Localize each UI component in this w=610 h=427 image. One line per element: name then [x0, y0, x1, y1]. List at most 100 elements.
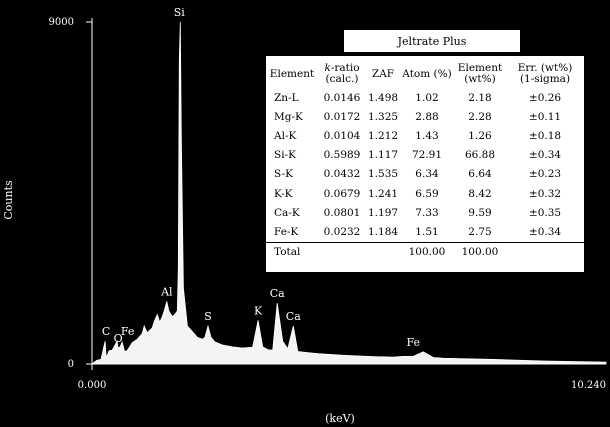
cell-zaf: 1.535 [368, 168, 399, 181]
header-element-wt-line2: (wt%) [464, 73, 496, 85]
cell-element: S-K [274, 168, 293, 181]
cell-error: ±0.26 [528, 91, 562, 104]
table-row: K-K 0.0679 1.241 6.59 8.42 ±0.32 [266, 184, 584, 203]
cell-error: ±0.23 [528, 168, 562, 181]
peak-label-c-0: C [102, 325, 110, 338]
header-atom: Atom (%) [402, 67, 452, 80]
cell-atom: 7.33 [415, 206, 439, 219]
cell-atom: 1.43 [415, 129, 439, 142]
header-k-ratio-symbol: k [324, 62, 331, 74]
cell-element: Zn-L [274, 91, 299, 104]
plot-area [86, 18, 607, 370]
header-zaf: ZAF [371, 67, 395, 80]
cell-total-atom: 100.00 [400, 241, 454, 262]
table-total-row: Total 100.00 100.00 [266, 241, 584, 262]
quantification-table: Element k-ratio (calc.) ZAF Atom (%) Ele… [266, 60, 584, 262]
cell-error: ±0.11 [528, 110, 562, 123]
cell-atom: 6.34 [415, 168, 439, 181]
cell-k-ratio: 0.0801 [323, 206, 361, 219]
peak-label-al-3: Al [160, 285, 173, 298]
cell-total-label: Total [266, 241, 318, 262]
table-row: Ca-K 0.0801 1.197 7.33 9.59 ±0.35 [266, 203, 584, 222]
cell-k-ratio: 0.0172 [323, 110, 361, 123]
header-error-line1: Err. (wt%) [517, 62, 573, 74]
cell-element: Si-K [274, 149, 296, 162]
peak-label-s-5: S [204, 310, 212, 323]
x-tick-label-max: 10.240 [571, 380, 606, 391]
cell-element-wt: 1.26 [468, 129, 492, 142]
cell-zaf: 1.241 [368, 187, 399, 200]
cell-k-ratio: 0.5989 [323, 149, 361, 162]
table-body: Zn-L 0.0146 1.498 1.02 2.18 ±0.26 Mg-K 0.0172 1.… [266, 88, 584, 262]
cell-zaf: 1.498 [368, 91, 399, 104]
peak-label-k-6: K [254, 304, 263, 317]
header-k-ratio: k-ratio (calc.) [318, 60, 366, 88]
cell-element: Al-K [274, 129, 297, 142]
y-axis-title: Counts [2, 180, 15, 220]
cell-empty [318, 241, 366, 262]
cell-zaf: 1.184 [368, 225, 399, 238]
x-tick-label-min: 0.000 [78, 380, 107, 391]
y-tick-label-max: 9000 [49, 17, 74, 28]
x-axis-title: (keV) [325, 412, 355, 425]
table-row: Mg-K 0.0172 1.325 2.88 2.28 ±0.11 [266, 107, 584, 126]
peak-label-ca-8: Ca [286, 310, 301, 323]
cell-atom: 6.59 [415, 187, 439, 200]
cell-element-wt: 66.88 [464, 149, 496, 162]
cell-zaf: 1.212 [368, 129, 399, 142]
cell-element-wt: 6.64 [468, 168, 492, 181]
cell-k-ratio: 0.0104 [323, 129, 361, 142]
cell-k-ratio: 0.0432 [323, 168, 361, 181]
table-header-row: Element k-ratio (calc.) ZAF Atom (%) Ele… [266, 60, 584, 88]
header-k-ratio-text: -ratio [330, 62, 360, 74]
cell-zaf: 1.117 [368, 149, 399, 162]
table-row: Si-K 0.5989 1.117 72.91 66.88 ±0.34 [266, 146, 584, 165]
header-error: Err. (wt%) (1-sigma) [506, 60, 584, 88]
peak-label-si-4: Si [174, 6, 186, 19]
header-error-line2: (1-sigma) [519, 73, 571, 85]
cell-error: ±0.34 [528, 225, 562, 238]
table-row: Fe-K 0.0232 1.184 1.51 2.75 ±0.34 [266, 222, 584, 242]
peak-label-fe-9: Fe [407, 336, 421, 349]
cell-total-wt: 100.00 [454, 241, 506, 262]
cell-element: Ca-K [274, 206, 300, 219]
cell-error: ±0.18 [528, 129, 562, 142]
cell-error: ±0.35 [528, 206, 562, 219]
cell-element-wt: 8.42 [468, 187, 492, 200]
cell-k-ratio: 0.0146 [323, 91, 361, 104]
cell-error: ±0.34 [528, 149, 562, 162]
cell-atom: 1.02 [415, 91, 439, 104]
cell-atom: 72.91 [411, 149, 443, 162]
cell-atom: 1.51 [415, 225, 439, 238]
cell-zaf: 1.325 [368, 110, 399, 123]
cell-element-wt: 2.28 [468, 110, 492, 123]
cell-element-wt: 2.18 [468, 91, 492, 104]
quantification-table-panel: Element k-ratio (calc.) ZAF Atom (%) Ele… [266, 56, 584, 272]
cell-element: Mg-K [274, 110, 303, 123]
header-k-ratio-sub: (calc.) [325, 73, 359, 85]
cell-zaf: 1.197 [368, 206, 399, 219]
cell-empty [366, 241, 400, 262]
y-tick-label-zero: 0 [68, 359, 74, 370]
peak-label-fe-2: Fe [121, 325, 135, 338]
peak-label-o-1: O [114, 332, 123, 345]
cell-element-wt: 2.75 [468, 225, 492, 238]
cell-empty [506, 241, 584, 262]
cell-k-ratio: 0.0679 [323, 187, 361, 200]
cell-k-ratio: 0.0232 [323, 225, 361, 238]
spectrum-area [90, 21, 607, 365]
header-element-wt-line1: Element [457, 62, 503, 74]
cell-element: K-K [274, 187, 293, 200]
cell-error: ±0.32 [528, 187, 562, 200]
cell-atom: 2.88 [415, 110, 439, 123]
cell-element-wt: 9.59 [468, 206, 492, 219]
header-element-wt: Element (wt%) [454, 60, 506, 88]
table-title: Jeltrate Plus [344, 30, 520, 52]
table-row: Al-K 0.0104 1.212 1.43 1.26 ±0.18 [266, 126, 584, 145]
header-element: Element [269, 67, 315, 80]
table-row: Zn-L 0.0146 1.498 1.02 2.18 ±0.26 [266, 88, 584, 107]
peak-label-ca-7: Ca [270, 287, 285, 300]
cell-element: Fe-K [274, 225, 299, 238]
